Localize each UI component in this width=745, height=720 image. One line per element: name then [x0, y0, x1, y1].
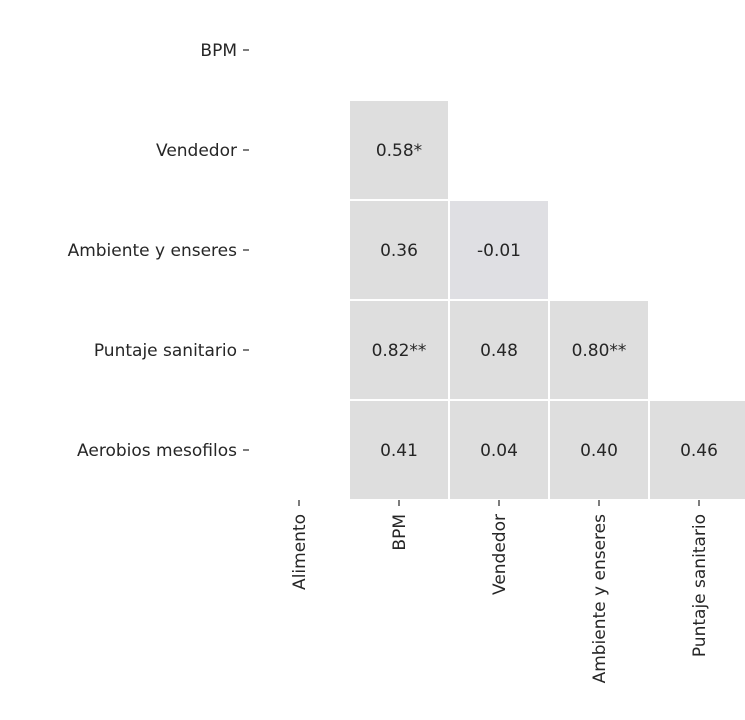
x-tick-label: Alimento — [290, 514, 310, 590]
cell-value-label: 0.58* — [376, 141, 422, 161]
y-tick-label: BPM — [200, 41, 237, 61]
heatmap-cell-9 — [648, 399, 745, 501]
y-tick-label: Ambiente y enseres — [68, 241, 238, 261]
cell-value-label: 0.80** — [572, 341, 627, 361]
heatmap-cell-2 — [448, 199, 550, 301]
cell-value-label: -0.01 — [477, 241, 521, 261]
x-axis: Alimento BPM Vendedor Ambiente y enseres Pun… — [290, 500, 710, 683]
x-tick-label: Ambiente y enseres — [590, 514, 610, 684]
heatmap-cell-5 — [548, 299, 650, 401]
cell-value-label: 0.41 — [380, 441, 418, 461]
heatmap-cells: 0.58* 0.36 -0.01 0.82** 0.48 0.80** 0.41 0.04 0.… — [348, 99, 745, 501]
cell-value-label: 0.82** — [372, 341, 427, 361]
cell-value-label: 0.36 — [380, 241, 418, 261]
y-tick-label: Aerobios mesofilos — [77, 441, 237, 461]
heatmap-cell-0 — [348, 99, 450, 201]
x-tick-label: Puntaje sanitario — [690, 514, 710, 657]
y-tick-label: Puntaje sanitario — [94, 341, 237, 361]
x-tick-label: BPM — [390, 514, 410, 551]
cell-value-label: 0.40 — [580, 441, 618, 461]
cell-value-label: 0.48 — [480, 341, 518, 361]
x-tick-label: Vendedor — [490, 514, 510, 595]
cell-value-label: 0.04 — [480, 441, 518, 461]
heatmap-cell-7 — [448, 399, 550, 501]
y-axis: BPM Vendedor Ambiente y enseres Puntaje san… — [68, 41, 249, 461]
y-tick-label: Vendedor — [156, 141, 237, 161]
heatmap-cell-1 — [348, 199, 450, 301]
cell-value-label: 0.46 — [680, 441, 718, 461]
